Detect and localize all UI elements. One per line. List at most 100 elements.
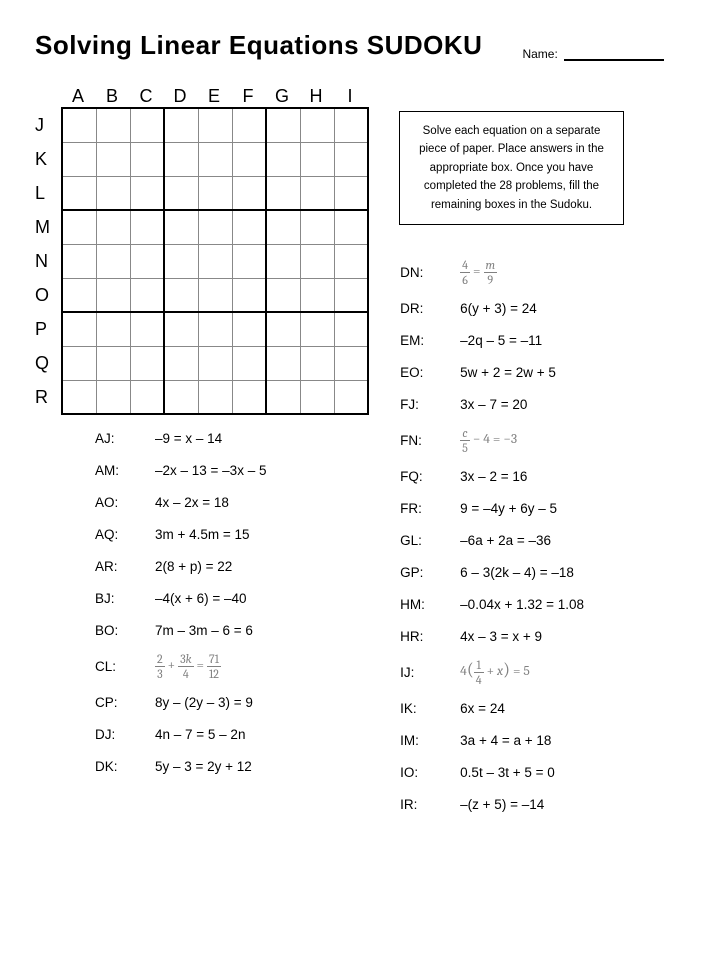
sudoku-cell[interactable] [334, 176, 368, 210]
sudoku-cell[interactable] [130, 210, 164, 244]
sudoku-cell[interactable] [164, 312, 198, 346]
sudoku-cell[interactable] [266, 210, 300, 244]
sudoku-cell[interactable] [62, 108, 96, 142]
sudoku-cell[interactable] [300, 312, 334, 346]
sudoku-cell[interactable] [334, 244, 368, 278]
sudoku-cell[interactable] [334, 210, 368, 244]
problem-row: IK:6x = 24 [400, 693, 685, 723]
sudoku-cell[interactable] [164, 380, 198, 414]
sudoku-cell[interactable] [164, 108, 198, 142]
sudoku-cell[interactable] [130, 380, 164, 414]
sudoku-cell[interactable] [96, 380, 130, 414]
sudoku-cell[interactable] [198, 176, 232, 210]
sudoku-cell[interactable] [62, 210, 96, 244]
sudoku-cell[interactable] [334, 346, 368, 380]
sudoku-cell[interactable] [130, 278, 164, 312]
sudoku-cell[interactable] [62, 278, 96, 312]
sudoku-cell[interactable] [232, 244, 266, 278]
problem-equation: 3x – 7 = 20 [460, 397, 685, 412]
sudoku-cell[interactable] [300, 244, 334, 278]
sudoku-cell[interactable] [96, 278, 130, 312]
sudoku-cell[interactable] [232, 142, 266, 176]
sudoku-cell[interactable] [198, 210, 232, 244]
sudoku-cell[interactable] [130, 244, 164, 278]
sudoku-cell[interactable] [232, 210, 266, 244]
name-label: Name: [522, 47, 557, 61]
sudoku-cell[interactable] [62, 346, 96, 380]
problem-equation: 6 – 3(2k – 4) = –18 [460, 565, 685, 580]
sudoku-cell[interactable] [334, 380, 368, 414]
sudoku-cell[interactable] [130, 108, 164, 142]
sudoku-cell[interactable] [232, 278, 266, 312]
problem-row: AR:2(8 + p) = 22 [95, 551, 360, 581]
sudoku-grid[interactable] [61, 107, 369, 415]
sudoku-cell[interactable] [96, 176, 130, 210]
sudoku-cell[interactable] [232, 176, 266, 210]
sudoku-cell[interactable] [198, 312, 232, 346]
problem-row: FN:c5 − 4 = −3 [400, 421, 685, 459]
sudoku-cell[interactable] [334, 142, 368, 176]
sudoku-cell[interactable] [300, 380, 334, 414]
sudoku-cell[interactable] [334, 108, 368, 142]
sudoku-cell[interactable] [232, 346, 266, 380]
sudoku-cell[interactable] [300, 346, 334, 380]
sudoku-cell[interactable] [164, 142, 198, 176]
sudoku-cell[interactable] [300, 142, 334, 176]
sudoku-cell[interactable] [130, 176, 164, 210]
sudoku-cell[interactable] [198, 380, 232, 414]
sudoku-cell[interactable] [232, 380, 266, 414]
sudoku-cell[interactable] [96, 108, 130, 142]
sudoku-cell[interactable] [198, 142, 232, 176]
sudoku-cell[interactable] [334, 278, 368, 312]
problem-row: FQ:3x – 2 = 16 [400, 461, 685, 491]
name-input-line[interactable] [564, 47, 664, 61]
sudoku-cell[interactable] [164, 176, 198, 210]
sudoku-cell[interactable] [300, 108, 334, 142]
sudoku-cell[interactable] [130, 346, 164, 380]
sudoku-cell[interactable] [62, 380, 96, 414]
problem-equation: 7m – 3m – 6 = 6 [155, 623, 360, 638]
sudoku-cell[interactable] [164, 210, 198, 244]
sudoku-cell[interactable] [96, 210, 130, 244]
sudoku-cell[interactable] [334, 312, 368, 346]
sudoku-cell[interactable] [266, 244, 300, 278]
problem-equation: c5 − 4 = −3 [460, 427, 685, 454]
sudoku-cell[interactable] [198, 244, 232, 278]
sudoku-cell[interactable] [198, 278, 232, 312]
sudoku-cell[interactable] [164, 346, 198, 380]
sudoku-cell[interactable] [300, 210, 334, 244]
sudoku-cell[interactable] [232, 312, 266, 346]
sudoku-cell[interactable] [62, 142, 96, 176]
header: Solving Linear Equations SUDOKU Name: [35, 30, 685, 61]
problem-key: FJ: [400, 397, 460, 412]
sudoku-cell[interactable] [164, 244, 198, 278]
sudoku-cell[interactable] [96, 312, 130, 346]
problem-row: AJ:–9 = x – 14 [95, 423, 360, 453]
sudoku-cell[interactable] [96, 346, 130, 380]
sudoku-cell[interactable] [266, 312, 300, 346]
sudoku-cell[interactable] [62, 312, 96, 346]
sudoku-cell[interactable] [130, 142, 164, 176]
row-label: O [35, 278, 61, 312]
sudoku-cell[interactable] [62, 244, 96, 278]
sudoku-cell[interactable] [232, 108, 266, 142]
sudoku-cell[interactable] [266, 142, 300, 176]
page-title: Solving Linear Equations SUDOKU [35, 30, 482, 61]
sudoku-cell[interactable] [130, 312, 164, 346]
sudoku-cell[interactable] [300, 278, 334, 312]
sudoku-cell[interactable] [96, 142, 130, 176]
sudoku-cell[interactable] [96, 244, 130, 278]
column-label: B [95, 86, 129, 107]
sudoku-cell[interactable] [266, 380, 300, 414]
problem-equation: 4n – 7 = 5 – 2n [155, 727, 360, 742]
sudoku-cell[interactable] [266, 176, 300, 210]
sudoku-cell[interactable] [266, 108, 300, 142]
sudoku-cell[interactable] [164, 278, 198, 312]
sudoku-cell[interactable] [266, 278, 300, 312]
sudoku-cell[interactable] [198, 108, 232, 142]
sudoku-cell[interactable] [300, 176, 334, 210]
sudoku-cell[interactable] [266, 346, 300, 380]
problem-row: EO:5w + 2 = 2w + 5 [400, 357, 685, 387]
sudoku-cell[interactable] [62, 176, 96, 210]
sudoku-cell[interactable] [198, 346, 232, 380]
